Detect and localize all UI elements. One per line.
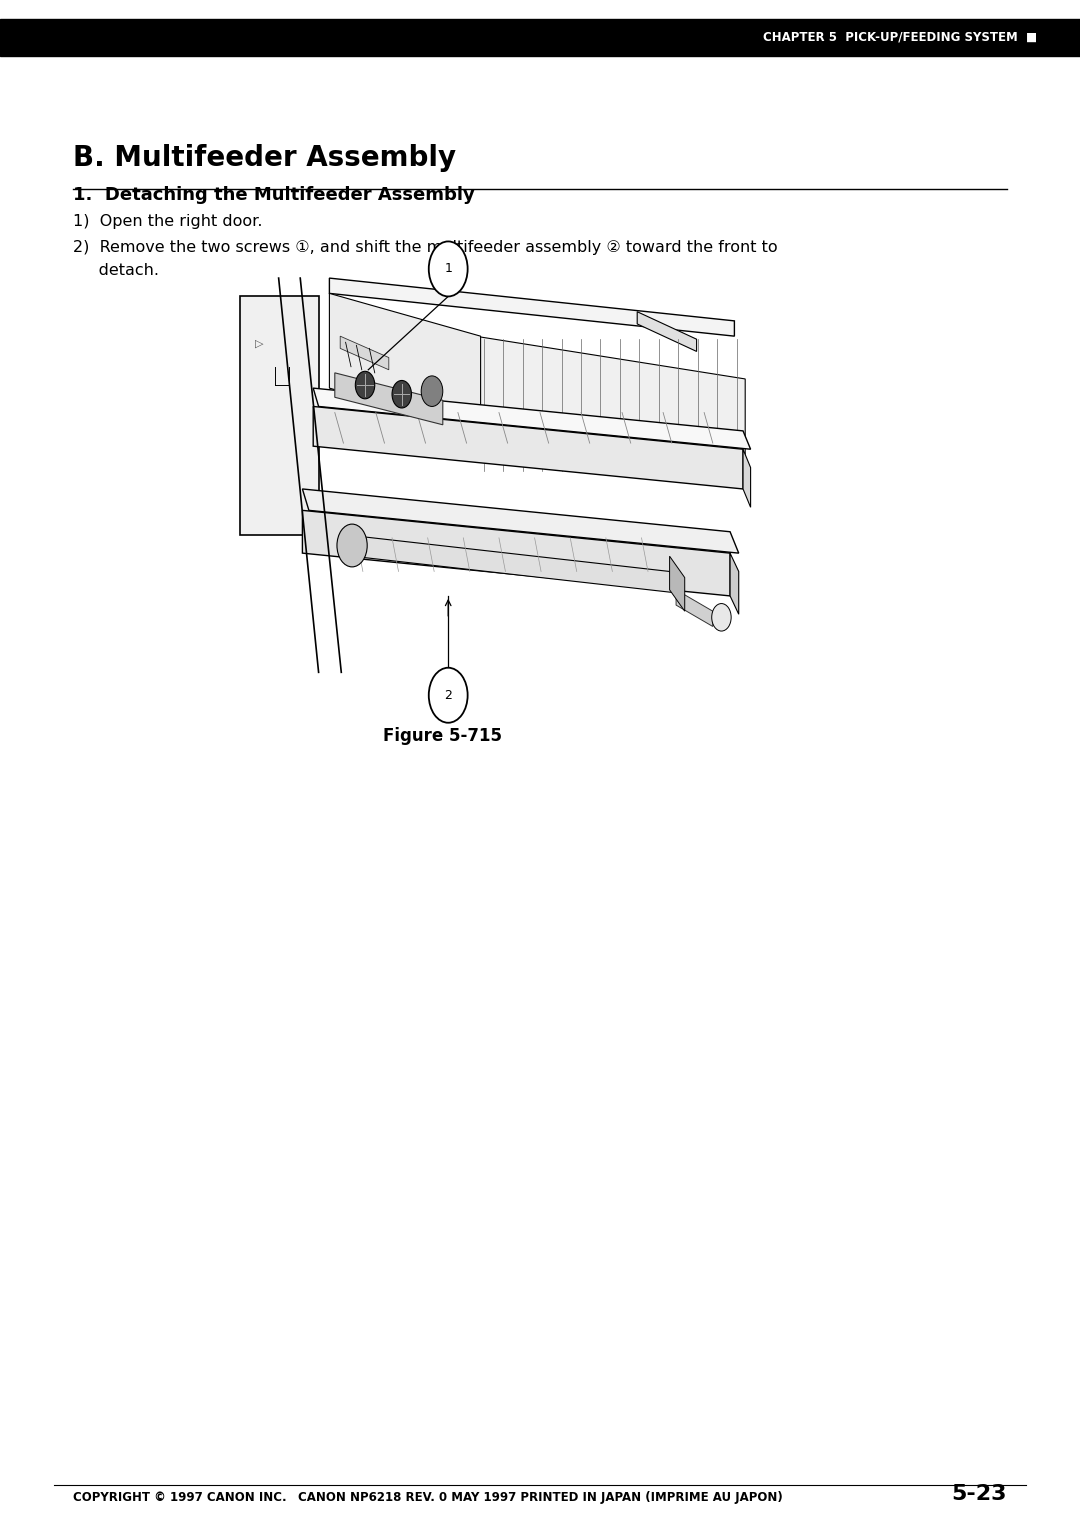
Polygon shape — [670, 556, 685, 611]
Polygon shape — [676, 590, 713, 626]
Text: 1: 1 — [444, 263, 453, 275]
Polygon shape — [340, 336, 389, 370]
Circle shape — [337, 524, 367, 567]
Bar — [0, 18, 1080, 55]
Text: 2)  Remove the two screws ①, and shift the multifeeder assembly ② toward the fro: 2) Remove the two screws ①, and shift th… — [73, 240, 778, 255]
Circle shape — [712, 604, 731, 631]
Polygon shape — [637, 312, 697, 351]
Text: 1)  Open the right door.: 1) Open the right door. — [73, 214, 262, 229]
Text: ▷: ▷ — [255, 339, 264, 348]
Text: CANON NP6218 REV. 0 MAY 1997 PRINTED IN JAPAN (IMPRIME AU JAPON): CANON NP6218 REV. 0 MAY 1997 PRINTED IN … — [298, 1490, 782, 1504]
Circle shape — [392, 380, 411, 408]
Text: 5-23: 5-23 — [951, 1484, 1007, 1504]
Text: 2: 2 — [444, 689, 453, 701]
Polygon shape — [313, 406, 743, 489]
Polygon shape — [313, 388, 751, 449]
Text: COPYRIGHT © 1997 CANON INC.: COPYRIGHT © 1997 CANON INC. — [73, 1490, 287, 1504]
Text: B. Multifeeder Assembly: B. Multifeeder Assembly — [73, 144, 457, 171]
Polygon shape — [743, 449, 751, 507]
Text: CHAPTER 5  PICK-UP/FEEDING SYSTEM  ■: CHAPTER 5 PICK-UP/FEEDING SYSTEM ■ — [762, 31, 1037, 44]
Circle shape — [355, 371, 375, 399]
Polygon shape — [475, 336, 745, 474]
Polygon shape — [335, 373, 443, 425]
Polygon shape — [302, 489, 739, 553]
Polygon shape — [730, 553, 739, 614]
Text: 1.  Detaching the Multifeeder Assembly: 1. Detaching the Multifeeder Assembly — [73, 186, 475, 205]
Polygon shape — [329, 293, 481, 431]
Polygon shape — [302, 510, 730, 596]
Circle shape — [429, 241, 468, 296]
Text: detach.: detach. — [73, 263, 160, 278]
Text: Figure 5-715: Figure 5-715 — [383, 727, 502, 746]
Circle shape — [421, 376, 443, 406]
Polygon shape — [240, 296, 319, 535]
Circle shape — [429, 668, 468, 723]
Polygon shape — [346, 535, 676, 593]
Polygon shape — [329, 278, 734, 336]
